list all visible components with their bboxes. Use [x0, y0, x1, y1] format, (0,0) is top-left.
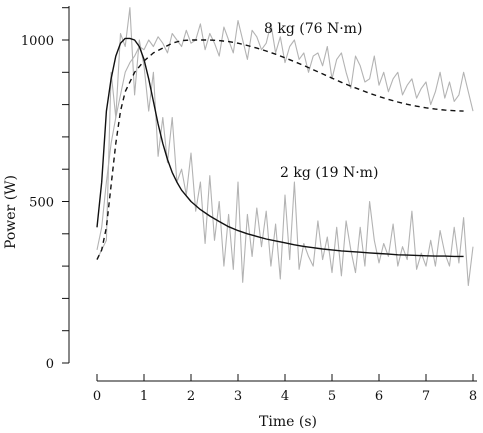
- annotation-8kg: 8 kg (76 N·m): [264, 21, 362, 37]
- y-tick-label: 1000: [21, 34, 54, 49]
- x-tick-label: 1: [140, 389, 148, 404]
- x-tick-label: 7: [422, 389, 430, 404]
- series-8kg-fit-line: [96, 39, 464, 260]
- x-tick-label: 8: [469, 389, 477, 404]
- x-axis-label: Time (s): [259, 414, 317, 430]
- raw-power-series-0: [96, 7, 474, 287]
- series-layer: [96, 7, 474, 287]
- y-tick-label: 0: [46, 357, 54, 372]
- x-tick-label: 5: [328, 389, 336, 404]
- x-tick-label: 0: [93, 389, 101, 404]
- x-tick-label: 4: [281, 389, 289, 404]
- series-2kg-fit-line: [96, 37, 464, 258]
- y-axis-label: Power (W): [3, 175, 19, 249]
- y-tick-label: 500: [29, 196, 54, 211]
- annotation-2kg: 2 kg (19 N·m): [280, 165, 378, 181]
- x-tick-label: 6: [375, 389, 383, 404]
- x-tick-label: 2: [187, 389, 195, 404]
- raw-power-series-1: [96, 20, 474, 251]
- x-tick-label: 3: [234, 389, 242, 404]
- axes-layer: 0 500 1000 0 1 2 3 4 5 6 7 8: [21, 6, 477, 404]
